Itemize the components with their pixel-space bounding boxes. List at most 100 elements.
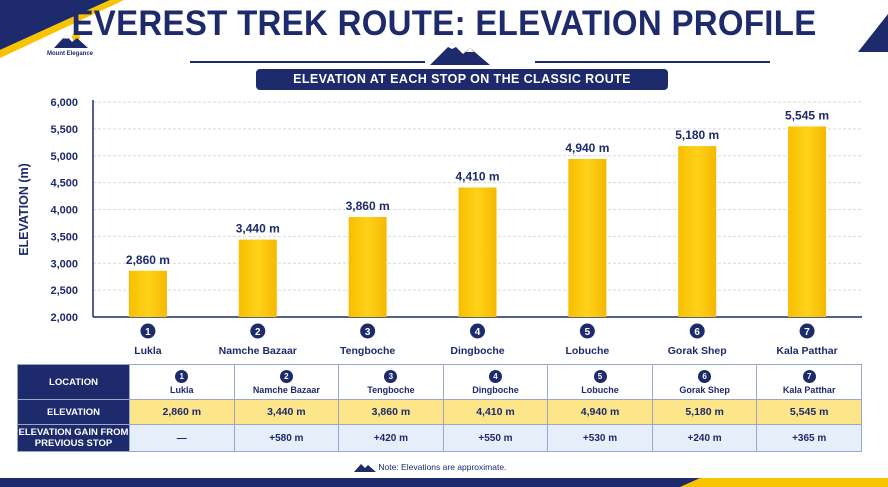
location-name: Namche Bazaar	[252, 384, 320, 395]
x-tick-label: Dingboche	[450, 345, 504, 357]
category-number-badge	[250, 323, 266, 339]
location-cell: 4 Dingboche	[442, 364, 549, 400]
y-tick-label: 4,500	[50, 178, 78, 190]
elevation-cell: 3,860 m	[338, 399, 444, 425]
location-cell: 2 Namche Bazaar	[233, 364, 340, 400]
chart-subtitle: ELEVATION AT EACH STOP ON THE CLASSIC RO…	[256, 69, 668, 90]
location-name: Dingboche	[472, 384, 519, 395]
elevation-row: ELEVATION 2,860 m 3,440 m 3,860 m 4,410 m 4,…	[17, 399, 862, 425]
location-name: Lukla	[170, 384, 194, 395]
category-number: 2	[255, 327, 261, 338]
y-tick-label: 2,500	[50, 285, 78, 297]
category-number: 4	[475, 327, 481, 338]
location-row: LOCATION 1 Lukla 2 Namche Bazaar 3 Tengboche 4…	[17, 364, 862, 400]
bar-lobuche	[568, 158, 607, 317]
location-cell: 7 Kala Patthar	[756, 364, 862, 400]
elevation-cell: 3,440 m	[233, 399, 340, 425]
elevation-table: LOCATION 1 Lukla 2 Namche Bazaar 3 Tengboche 4…	[17, 364, 862, 452]
bar-namche-bazaar	[238, 239, 277, 317]
gain-cell: +365 m	[756, 424, 862, 452]
y-tick-label: 5,000	[50, 151, 78, 163]
y-tick-label: 3,000	[50, 258, 78, 270]
category-number-badge	[470, 323, 485, 339]
elevation-cell: 4,940 m	[547, 399, 653, 425]
location-name: Kala Patthar	[782, 384, 836, 395]
stop-number-badge: 7	[802, 369, 816, 383]
x-tick-label: Namche Bazaar	[219, 345, 297, 357]
location-cell: 6 Gorak Shep	[651, 364, 758, 400]
bar-tengboche	[348, 217, 387, 317]
category-number: 7	[804, 327, 810, 338]
stop-number-badge: 6	[698, 369, 712, 383]
x-tick-label: Gorak Shep	[668, 345, 727, 357]
location-cell: 3 Tengboche	[338, 364, 444, 400]
location-name: Tengboche	[367, 384, 415, 395]
row-header-elevation: ELEVATION	[17, 399, 130, 425]
bar-value-label: 3,440 m	[236, 222, 280, 236]
brand-logo: Mount Elegance	[40, 32, 100, 57]
location-cell: 5 Lobuche	[547, 364, 653, 400]
elevation-cell: 5,545 m	[756, 399, 862, 425]
bar-lukla	[128, 270, 167, 317]
footnote-text: Note: Elevations are approximate.	[378, 461, 507, 472]
bar-kala-patthar	[788, 126, 827, 317]
x-tick-label: Lobuche	[565, 345, 609, 357]
elevation-cell: 2,860 m	[129, 399, 235, 425]
x-tick-label: Lukla	[134, 345, 162, 357]
bar-value-label: 2,860 m	[126, 253, 170, 267]
bar-value-label: 4,410 m	[455, 169, 499, 183]
bar-value-label: 5,545 m	[785, 108, 829, 122]
page-title: EVEREST TREK ROUTE: ELEVATION PROFILE	[71, 2, 817, 43]
logo-text: Mount Elegance	[46, 51, 93, 57]
location-cell: 1 Lukla	[129, 364, 235, 400]
bottom-stripe	[0, 478, 888, 487]
top-left-corner-stripe	[0, 0, 124, 58]
category-number-badge	[689, 323, 705, 339]
elevation-cell: 4,410 m	[442, 399, 549, 425]
location-name: Gorak Shep	[679, 384, 730, 395]
category-number-badge	[360, 323, 376, 339]
bar-value-label: 4,940 m	[565, 141, 609, 155]
y-tick-label: 2,000	[50, 312, 78, 324]
x-tick-label: Tengboche	[340, 345, 395, 357]
footnote: Note: Elevations are approximate.	[354, 461, 506, 472]
y-tick-label: 3,500	[50, 231, 78, 243]
gain-cell: —	[129, 424, 235, 452]
bar-value-label: 5,180 m	[675, 128, 719, 142]
category-number: 3	[365, 327, 371, 338]
x-tick-label: Kala Patthar	[776, 345, 837, 357]
category-number: 6	[694, 327, 700, 338]
stop-number-badge: 3	[384, 369, 398, 383]
y-tick-label: 4,000	[50, 205, 78, 217]
gain-cell: +580 m	[233, 424, 340, 452]
category-number-badge	[140, 323, 156, 339]
title-divider	[190, 43, 770, 65]
stop-number-badge: 5	[593, 369, 607, 383]
stop-number-badge: 4	[488, 369, 502, 383]
bar-gorak-shep	[678, 146, 717, 317]
gain-cell: +420 m	[338, 424, 444, 452]
bar-value-label: 3,860 m	[346, 199, 390, 213]
y-tick-label: 5,500	[50, 124, 78, 136]
stop-number-badge: 2	[279, 369, 293, 383]
category-number-badge	[799, 323, 815, 339]
category-number: 1	[145, 327, 151, 338]
y-axis-label: ELEVATION (m)	[17, 163, 31, 256]
bar-dingboche	[458, 187, 497, 317]
elevation-bar-chart: 2,000 2,500 3,000 3,500 4,000 4,500 5,000 5,500…	[17, 97, 862, 357]
row-header-location: LOCATION	[17, 364, 130, 400]
gain-cell: +240 m	[651, 424, 758, 452]
location-name: Lobuche	[581, 384, 619, 395]
row-header-gain: ELEVATION GAIN FROM PREVIOUS STOP	[17, 424, 130, 452]
mountain-logo-icon	[54, 33, 88, 48]
top-right-corner-stripe	[858, 14, 888, 52]
y-tick-label: 6,000	[50, 97, 78, 109]
gain-cell: +530 m	[547, 424, 653, 452]
category-number-badge	[579, 323, 595, 339]
mountain-divider-icon	[430, 43, 490, 65]
category-number: 5	[585, 327, 591, 338]
elevation-cell: 5,180 m	[651, 399, 758, 425]
gain-row: ELEVATION GAIN FROM PREVIOUS STOP — +580 …	[17, 424, 862, 452]
mountain-note-icon	[354, 463, 376, 472]
gain-cell: +550 m	[442, 424, 549, 452]
